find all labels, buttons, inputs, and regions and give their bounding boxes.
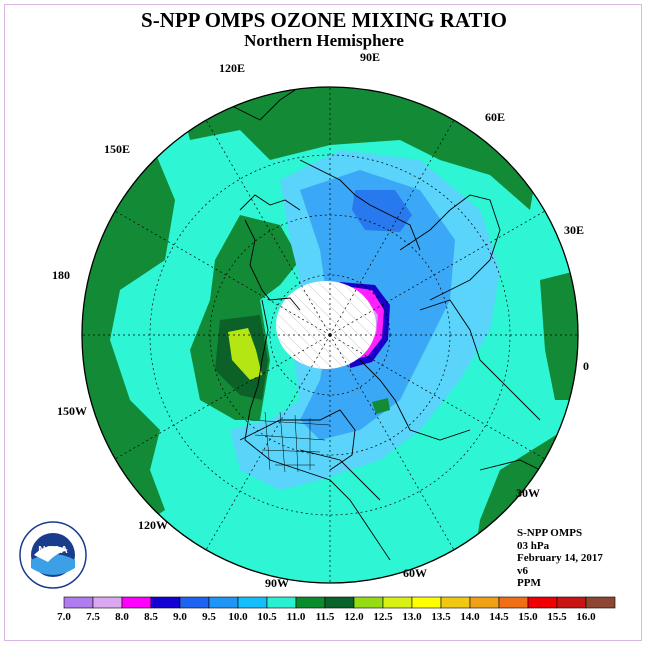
ozone-field	[82, 87, 578, 583]
colorbar-swatch	[266, 596, 297, 609]
info-units: PPM	[517, 577, 541, 589]
colorbar-swatch	[295, 596, 326, 609]
colorbar-tick-label: 11.0	[287, 611, 306, 623]
lon-label: 90E	[360, 50, 380, 64]
colorbar-swatch	[556, 596, 587, 609]
colorbar-swatch	[353, 596, 384, 609]
coastlines	[199, 87, 561, 561]
colorbar: 7.0 7.5 8.0 8.5 9.0 9.5 10.0 10.5 11.0 11.5 12.0 12…	[57, 596, 616, 623]
lon-label: 180	[52, 268, 70, 282]
colorbar-swatch	[498, 596, 529, 609]
colorbar-tick-label: 13.0	[402, 611, 422, 623]
colorbar-tick-label: 10.0	[228, 611, 248, 623]
colorbar-swatch	[121, 596, 152, 609]
colorbar-tick-label: 10.5	[257, 611, 277, 623]
info-instrument: S-NPP OMPS	[517, 527, 583, 539]
colorbar-tick-label: 15.0	[518, 611, 538, 623]
colorbar-swatch	[179, 596, 210, 609]
lon-label: 60E	[485, 110, 505, 124]
colorbar-tick-label: 9.5	[202, 611, 216, 623]
graticule	[82, 87, 578, 583]
colorbar-swatch	[411, 596, 442, 609]
lon-label: 120W	[138, 518, 168, 532]
colorbar-swatch	[92, 596, 123, 609]
colorbar-swatch	[527, 596, 558, 609]
colorbar-tick-label: 16.0	[576, 611, 596, 623]
colorbar-swatch	[150, 596, 181, 609]
info-pressure: 03 hPa	[517, 539, 550, 552]
lon-label: 120E	[219, 61, 245, 75]
colorbar-tick-label: 7.5	[86, 611, 100, 623]
colorbar-swatch	[440, 596, 471, 609]
info-date: February 14, 2017	[517, 552, 603, 564]
colorbar-tick-label: 13.5	[431, 611, 451, 623]
us-states	[249, 411, 331, 473]
lon-label: 30W	[516, 486, 540, 500]
info-block: S-NPP OMPS 03 hPa February 14, 2017 v6 P…	[517, 527, 603, 590]
lime-spot	[228, 328, 262, 380]
colorbar-tick-label: 14.5	[489, 611, 509, 623]
lon-label: 150W	[57, 404, 87, 418]
lon-label: 0	[583, 359, 589, 373]
colorbar-tick-label: 8.5	[144, 611, 158, 623]
colorbar-swatch	[382, 596, 413, 609]
map-subtitle: Northern Hemisphere	[244, 31, 404, 50]
colorbar-tick-label: 12.0	[344, 611, 364, 623]
lon-label: 30E	[564, 223, 584, 237]
colorbar-swatch	[237, 596, 268, 609]
image-frame	[4, 4, 642, 641]
colorbar-tick-label: 8.0	[115, 611, 129, 623]
colorbar-tick-label: 14.0	[460, 611, 480, 623]
lon-label: 150E	[104, 142, 130, 156]
colorbar-swatch	[469, 596, 500, 609]
colorbar-swatch	[585, 596, 616, 609]
colorbar-tick-label: 11.5	[316, 611, 335, 623]
colorbar-tick-label: 15.5	[547, 611, 567, 623]
noaa-logo-text: NOAA	[38, 545, 67, 556]
noaa-logo: NOAA	[19, 521, 87, 589]
colorbar-swatch	[208, 596, 239, 609]
map-boundary	[81, 86, 579, 584]
atlantic-green-spot	[372, 398, 390, 414]
colorbar-tick-label: 7.0	[57, 611, 71, 623]
lon-label: 60W	[403, 566, 427, 580]
green-region-sw	[82, 470, 165, 520]
info-version: v6	[517, 564, 528, 577]
colorbar-tick-label: 9.0	[173, 611, 187, 623]
colorbar-swatch	[63, 596, 94, 609]
map-title: S-NPP OMPS OZONE MIXING RATIO	[141, 8, 507, 32]
lon-label: 90W	[265, 576, 289, 590]
colorbar-tick-label: 12.5	[373, 611, 393, 623]
colorbar-swatch	[324, 596, 355, 609]
